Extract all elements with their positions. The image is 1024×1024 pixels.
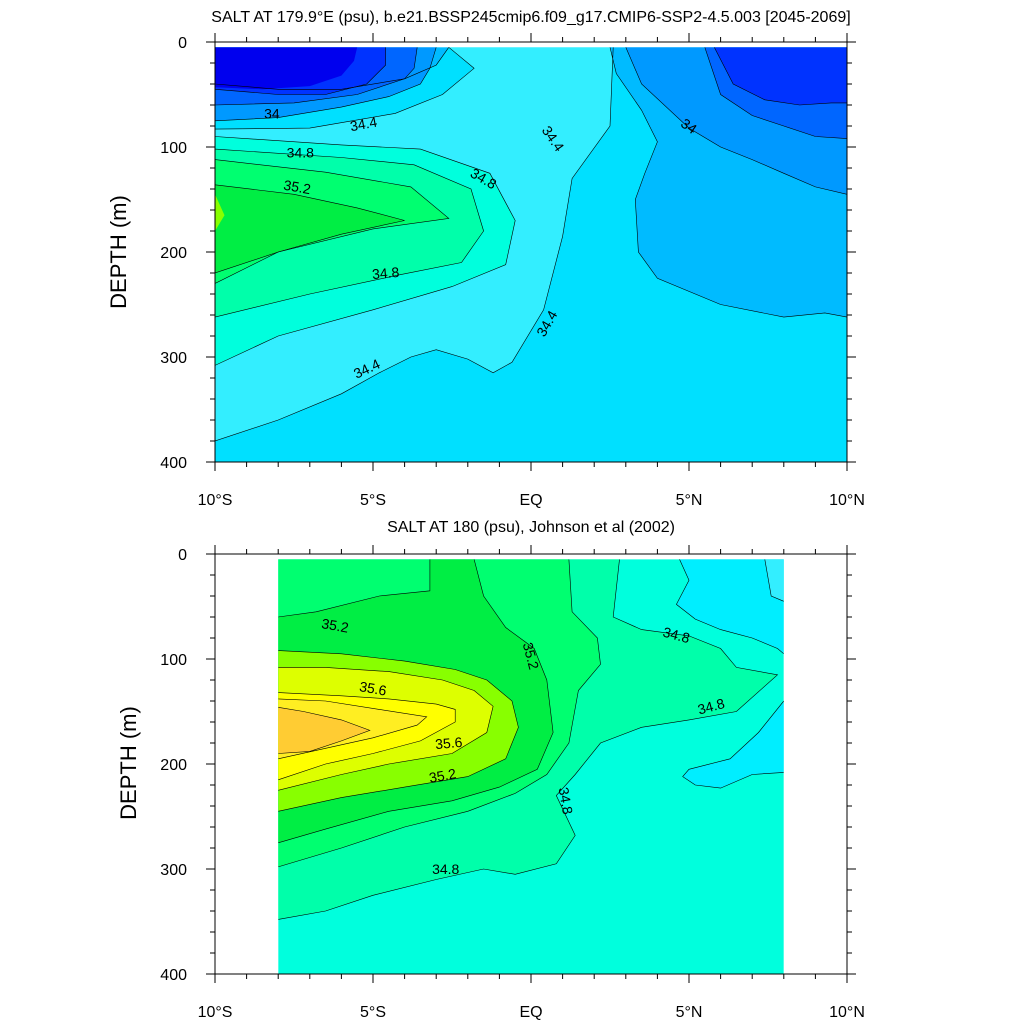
contour-line bbox=[278, 559, 601, 868]
y-tick-label: 200 bbox=[160, 245, 187, 262]
panel-bottom: SALT AT 180 (psu), Johnson et al (2002) … bbox=[116, 519, 865, 1021]
contour-label-text: 34.8 bbox=[432, 861, 459, 877]
contour-line bbox=[278, 707, 371, 754]
x-tick-label: 5°S bbox=[360, 492, 386, 509]
contour-label-text: 35.2 bbox=[520, 641, 543, 672]
salinity-band bbox=[682, 701, 784, 789]
salinity-band bbox=[215, 47, 358, 90]
contour-line bbox=[215, 184, 405, 274]
y-tick-label: 0 bbox=[178, 547, 187, 564]
contour-label: 34.8 bbox=[432, 861, 459, 877]
y-tick-label: 100 bbox=[160, 652, 187, 669]
contour-label: 34.8 bbox=[556, 786, 577, 816]
contour-line bbox=[278, 559, 431, 618]
contour-line bbox=[764, 559, 784, 602]
contour-label: 34.8 bbox=[696, 695, 727, 718]
contour-label: 35.2 bbox=[520, 641, 543, 672]
x-tick-label: 5°S bbox=[360, 1004, 386, 1021]
contour-line bbox=[714, 47, 847, 106]
contour-line bbox=[215, 148, 484, 318]
x-tick-label: 10°S bbox=[198, 492, 233, 509]
y-axis: 0 100 200 300 400 bbox=[160, 547, 856, 984]
x-axis: 10°S 5°S EQ 5°N 10°N bbox=[198, 33, 865, 509]
contour-label: 34 bbox=[264, 105, 280, 121]
salinity-band bbox=[278, 707, 370, 754]
contour-label-text: 35.2 bbox=[320, 615, 350, 636]
x-tick-label: 5°N bbox=[676, 1004, 703, 1021]
x-tick-label: 10°S bbox=[198, 1004, 233, 1021]
contour-label-text: 35.2 bbox=[428, 765, 458, 786]
contour-line bbox=[215, 136, 516, 366]
contour-line bbox=[215, 47, 614, 442]
contour-label: 34.8 bbox=[287, 144, 314, 160]
contour-label-text: 34 bbox=[264, 105, 280, 121]
contour-plot: 35.235.234.835.634.835.635.234.834.810°S… bbox=[160, 545, 865, 1021]
y-tick-label: 300 bbox=[160, 350, 187, 367]
contour-label: 34.8 bbox=[371, 264, 400, 282]
contour-line bbox=[278, 667, 494, 791]
contour-line bbox=[215, 47, 437, 122]
contour-line bbox=[278, 559, 554, 844]
panel-top: SALT AT 179.9°E (psu), b.e21.BSSP245cmip… bbox=[106, 9, 865, 509]
contour-line bbox=[278, 650, 519, 812]
x-tick-label: 5°N bbox=[676, 492, 703, 509]
contour-label: 34.4 bbox=[349, 114, 379, 135]
contour-label-text: 34.8 bbox=[696, 695, 727, 718]
contour-label: 35.2 bbox=[428, 765, 458, 786]
field-layer bbox=[278, 559, 784, 974]
y-tick-label: 100 bbox=[160, 140, 187, 157]
contour-label: 35.2 bbox=[320, 615, 350, 636]
y-tick-label: 300 bbox=[160, 862, 187, 879]
x-tick-label: 10°N bbox=[829, 1004, 865, 1021]
salinity-band bbox=[764, 559, 784, 602]
contour-label-text: 35.6 bbox=[358, 678, 388, 699]
contour-label: 35.2 bbox=[282, 177, 312, 198]
x-axis: 10°S 5°S EQ 5°N 10°N bbox=[198, 545, 865, 1021]
contour-line bbox=[278, 692, 456, 781]
chart-title: SALT AT 179.9°E (psu), b.e21.BSSP245cmip… bbox=[211, 9, 850, 26]
contour-label-text: 34.8 bbox=[287, 144, 314, 160]
y-axis: 0 100 200 300 400 bbox=[160, 35, 856, 472]
contour-line bbox=[215, 47, 418, 106]
contour-line bbox=[215, 47, 450, 90]
y-tick-label: 200 bbox=[160, 757, 187, 774]
contour-line bbox=[704, 47, 847, 139]
contour-label-text: 35.2 bbox=[282, 177, 312, 198]
y-tick-label: 400 bbox=[160, 455, 187, 472]
y-axis-label: DEPTH (m) bbox=[116, 706, 141, 820]
contour-label-text: 34.8 bbox=[556, 786, 577, 816]
x-tick-label: 10°N bbox=[829, 492, 865, 509]
salinity-band bbox=[215, 194, 225, 231]
y-axis-label: DEPTH (m) bbox=[106, 195, 131, 309]
contour-line bbox=[215, 47, 386, 95]
x-tick-label: EQ bbox=[519, 1004, 542, 1021]
salinity-band bbox=[676, 559, 784, 654]
field-layer bbox=[215, 47, 847, 462]
contour-label-text: 34.4 bbox=[349, 114, 379, 135]
salinity-band bbox=[215, 184, 405, 273]
contour-line bbox=[215, 47, 475, 130]
contour-line bbox=[278, 698, 428, 760]
contour-label-text: 35.6 bbox=[435, 734, 464, 752]
contour-label-text: 34.8 bbox=[371, 264, 400, 282]
contour-label-text: 34.8 bbox=[661, 624, 692, 647]
y-tick-label: 400 bbox=[160, 967, 187, 984]
contour-label: 34.8 bbox=[661, 624, 692, 647]
contour-line bbox=[682, 700, 784, 789]
contour-line bbox=[609, 47, 847, 318]
contour-line bbox=[278, 559, 779, 920]
x-tick-label: EQ bbox=[519, 492, 542, 509]
contour-line bbox=[676, 559, 784, 655]
contour-line bbox=[625, 47, 847, 195]
contour-label: 35.6 bbox=[435, 734, 464, 752]
y-tick-label: 0 bbox=[178, 35, 187, 52]
contour-label: 35.6 bbox=[358, 678, 388, 699]
salinity-band bbox=[714, 47, 847, 105]
chart-title: SALT AT 180 (psu), Johnson et al (2002) bbox=[387, 519, 675, 536]
